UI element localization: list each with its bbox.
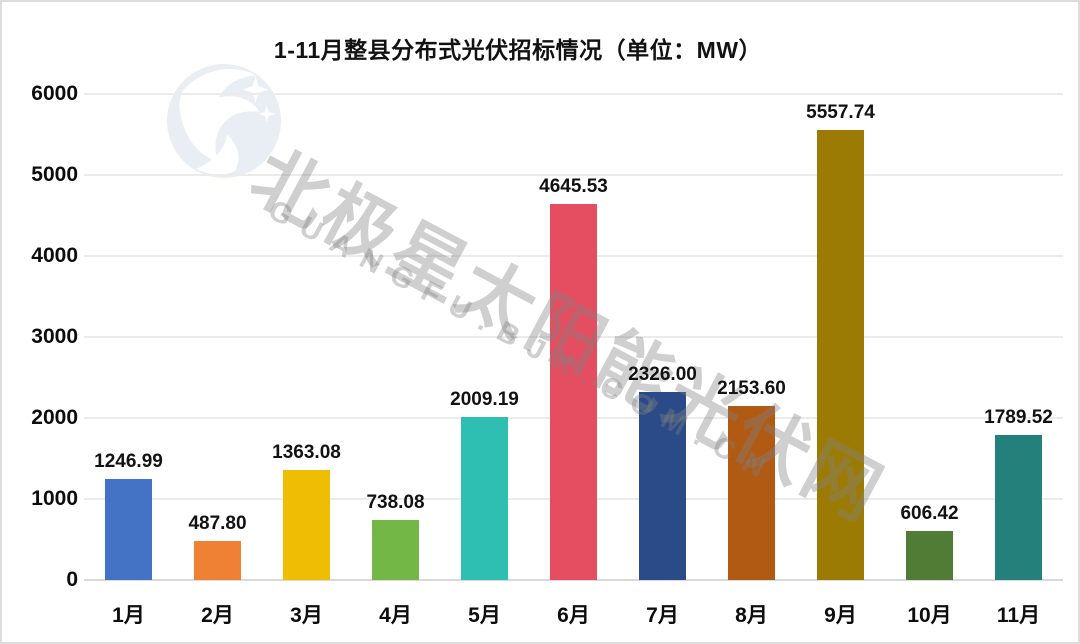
bar-month-8: 2153.60 <box>717 378 786 580</box>
bar-month-5: 2009.19 <box>450 389 519 580</box>
plot-area: 1246.99 487.80 1363.08 738.08 2009.19 4645.53… <box>84 93 1063 581</box>
y-tick-label-5000: 5000 <box>31 163 78 186</box>
bar-value-label-4: 738.08 <box>366 492 425 514</box>
bar-slot-5: 2009.19 <box>440 94 529 580</box>
bar-slot-8: 2153.60 <box>707 94 796 580</box>
bar-value-label-10: 606.42 <box>900 502 959 524</box>
x-tick-label-11: 11月 <box>996 604 1041 627</box>
bar-value-label-8: 2153.60 <box>717 377 786 399</box>
bar-value-label-11: 1789.52 <box>984 407 1053 429</box>
x-tick-label-6: 6月 <box>557 604 590 627</box>
bar-month-6: 4645.53 <box>539 176 608 580</box>
bar-slot-10: 606.42 <box>885 94 974 580</box>
bar-value-label-6: 4645.53 <box>539 175 608 197</box>
x-axis: 1月 2月 3月 4月 5月 6月 7月 8月 9月 10月 11月 <box>84 599 1063 629</box>
x-tick-label-7: 7月 <box>646 604 679 627</box>
bar-slot-4: 738.08 <box>351 94 440 580</box>
bar-month-7: 2326.00 <box>628 364 697 580</box>
x-tick-label-9: 9月 <box>824 604 857 627</box>
y-axis: 0 1000 2000 3000 4000 5000 6000 <box>2 2 80 642</box>
bar-month-10: 606.42 <box>900 503 959 580</box>
bar-month-11: 1789.52 <box>984 407 1053 580</box>
y-tick-label-0: 0 <box>66 568 78 591</box>
polaris-star-swan-logo-icon <box>167 64 281 178</box>
chart-title: 1-11月整县分布式光伏招标情况（单位：MW） <box>273 37 763 63</box>
bar-value-label-5: 2009.19 <box>450 389 519 411</box>
bar-month-2: 487.80 <box>188 513 247 580</box>
x-tick-label-3: 3月 <box>290 604 323 627</box>
x-tick-label-1: 1月 <box>112 604 145 627</box>
bar-value-label-9: 5557.74 <box>806 101 875 123</box>
y-tick-label-2000: 2000 <box>31 406 78 429</box>
bar-slot-7: 2326.00 <box>618 94 707 580</box>
y-tick-label-3000: 3000 <box>31 325 78 348</box>
bar-value-label-3: 1363.08 <box>272 441 341 463</box>
x-tick-label-10: 10月 <box>907 604 952 627</box>
bar-month-9: 5557.74 <box>806 102 875 580</box>
gridline-0 <box>84 579 1063 581</box>
gridline-6000 <box>84 93 1063 95</box>
bar-value-label-2: 487.80 <box>188 512 247 534</box>
bar-month-1: 1246.99 <box>94 451 163 580</box>
bar-value-label-7: 2326.00 <box>628 363 697 385</box>
bar-month-4: 738.08 <box>366 492 425 580</box>
x-tick-label-2: 2月 <box>201 604 234 627</box>
bar-slot-11: 1789.52 <box>974 94 1063 580</box>
bar-slot-1: 1246.99 <box>84 94 173 580</box>
bar-slot-2: 487.80 <box>173 94 262 580</box>
bar-slot-9: 5557.74 <box>796 94 885 580</box>
x-tick-label-8: 8月 <box>735 604 768 627</box>
x-tick-label-4: 4月 <box>379 604 412 627</box>
bar-month-3: 1363.08 <box>272 442 341 580</box>
y-tick-label-1000: 1000 <box>31 487 78 510</box>
bar-slot-3: 1363.08 <box>262 94 351 580</box>
gridline-5000 <box>84 174 1063 176</box>
y-tick-label-6000: 6000 <box>31 82 78 105</box>
x-tick-label-5: 5月 <box>468 604 501 627</box>
y-tick-label-4000: 4000 <box>31 244 78 267</box>
bar-slot-6: 4645.53 <box>529 94 618 580</box>
bar-value-label-1: 1246.99 <box>94 451 163 472</box>
